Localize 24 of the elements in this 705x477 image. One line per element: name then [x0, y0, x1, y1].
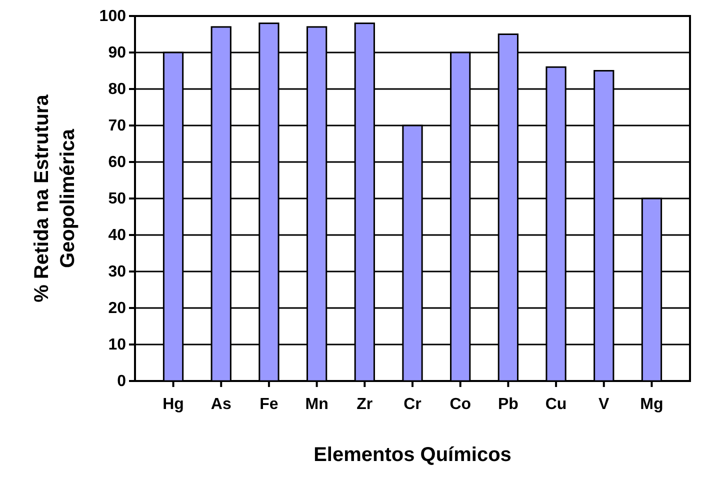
y-tick-label: 30 [108, 264, 126, 281]
x-tick-label: V [598, 396, 610, 414]
y-tick-label: 50 [108, 190, 126, 208]
y-tick-label: 10 [108, 336, 126, 354]
y-tick-label: 90 [108, 44, 126, 62]
x-axis-title: Elementos Químicos [314, 444, 512, 466]
y-tick-label: 0 [117, 373, 126, 390]
x-tick-label: Fe [260, 396, 278, 414]
y-axis-title: % Retida na Estrutura Geopolimérica [31, 94, 79, 302]
x-tick-label: Hg [162, 396, 184, 414]
x-tick-label: Zr [356, 396, 373, 414]
x-tick-label: Pb [498, 396, 519, 414]
y-tick-label: 80 [108, 81, 126, 98]
y-tick-label: 20 [108, 300, 126, 318]
x-tick-label: Co [450, 396, 472, 414]
y-tick-label: 100 [99, 8, 126, 26]
x-tick-label: Cr [404, 396, 422, 414]
x-tick-label: Mg [640, 396, 664, 414]
y-tick-label: 70 [108, 118, 126, 135]
x-tick-label: Mn [305, 396, 328, 414]
y-tick-label: 40 [108, 227, 126, 244]
x-tick-label: As [210, 396, 232, 414]
x-tick-label: Cu [545, 396, 567, 414]
y-tick-label: 60 [108, 154, 126, 172]
